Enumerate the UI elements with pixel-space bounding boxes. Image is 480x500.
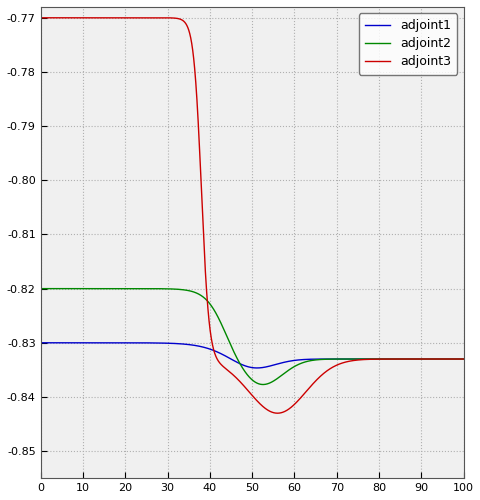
adjoint2 <box>38 286 44 292</box>
adjoint2 <box>452 356 457 362</box>
adjoint3 <box>460 356 466 362</box>
adjoint2 <box>460 356 466 362</box>
adjoint3 <box>274 410 280 416</box>
adjoint3 <box>406 356 412 362</box>
adjoint3 <box>38 15 44 21</box>
Line: adjoint2: adjoint2 <box>41 288 463 384</box>
adjoint2 <box>260 382 265 388</box>
adjoint1 <box>452 356 457 362</box>
adjoint3 <box>218 362 224 368</box>
adjoint2 <box>406 356 412 362</box>
adjoint1 <box>218 351 224 357</box>
adjoint2 <box>200 294 205 300</box>
adjoint1 <box>253 365 259 371</box>
adjoint3 <box>86 15 92 21</box>
Line: adjoint3: adjoint3 <box>41 18 463 413</box>
adjoint2 <box>86 286 92 292</box>
Line: adjoint1: adjoint1 <box>41 343 463 368</box>
adjoint1 <box>460 356 466 362</box>
adjoint2 <box>111 286 117 292</box>
adjoint1 <box>86 340 92 346</box>
adjoint1 <box>406 356 412 362</box>
adjoint3 <box>111 15 117 21</box>
adjoint3 <box>452 356 457 362</box>
adjoint1 <box>111 340 117 346</box>
adjoint1 <box>200 344 205 350</box>
Legend: adjoint1, adjoint2, adjoint3: adjoint1, adjoint2, adjoint3 <box>358 13 456 74</box>
adjoint3 <box>200 218 205 224</box>
adjoint2 <box>218 320 224 326</box>
adjoint1 <box>38 340 44 346</box>
